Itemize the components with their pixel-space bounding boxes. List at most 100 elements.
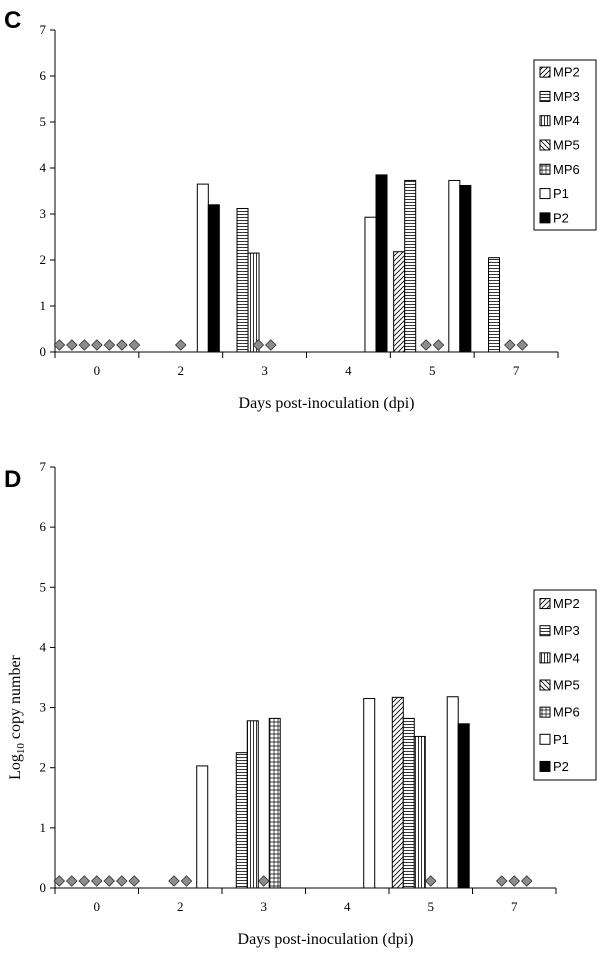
y-tick-label: 0 (40, 880, 47, 895)
legend-label-mp3: MP3 (553, 623, 580, 638)
bar-mp3 (488, 257, 501, 353)
bar-mp3 (235, 752, 248, 889)
legend: MP2 MP3 MP4 MP5 MP6 P1 P2 (533, 59, 597, 231)
bar-p1 (196, 765, 209, 889)
bar-mp3 (402, 717, 415, 889)
bar-mp2 (391, 696, 404, 889)
panel-label: C (4, 7, 21, 34)
legend-swatch-mp5 (539, 679, 551, 691)
undetected-marker (180, 875, 193, 887)
y-tick-label: 5 (40, 114, 47, 129)
legend-swatch-mp5 (539, 139, 551, 151)
x-tick-label: 7 (513, 363, 520, 378)
bar-p2 (207, 204, 220, 353)
bar-mp2 (393, 251, 406, 353)
legend-label-p1: P1 (553, 186, 569, 201)
legend-label-mp6: MP6 (553, 162, 580, 177)
undetected-marker (103, 875, 116, 887)
bar-mp4 (246, 720, 259, 889)
undetected-marker (53, 875, 66, 887)
y-tick-label: 1 (40, 820, 47, 835)
legend-label-mp2: MP2 (553, 596, 580, 611)
legend-label-mp5: MP5 (553, 138, 580, 153)
bar-p2 (375, 174, 388, 353)
undetected-marker (78, 875, 91, 887)
panel-label: D (4, 466, 21, 493)
undetected-marker (115, 875, 128, 887)
legend-label-mp4: MP4 (553, 113, 580, 128)
bar-mp4 (413, 735, 426, 889)
legend-label-p2: P2 (553, 759, 569, 774)
undetected-marker (168, 875, 180, 887)
undetected-marker (103, 339, 116, 351)
legend-label-p2: P2 (553, 210, 569, 225)
x-tick-label: 7 (511, 899, 518, 914)
legend: MP2 MP3 MP4 MP5 MP6 P1 P2 (533, 589, 597, 781)
legend-box (533, 589, 597, 781)
bar-p1 (448, 179, 461, 353)
y-tick-label: 7 (40, 22, 47, 37)
undetected-marker (116, 339, 128, 351)
legend-swatch-mp6 (539, 706, 551, 718)
y-tick-label: 0 (40, 344, 47, 359)
undetected-marker (91, 339, 103, 351)
bar-mp3 (236, 207, 249, 353)
undetected-marker (508, 875, 521, 887)
undetected-marker (495, 875, 508, 887)
bar-p1 (446, 696, 459, 889)
bar-mp6 (268, 717, 281, 889)
undetected-marker (504, 339, 516, 351)
bar-p2 (457, 723, 470, 889)
legend-swatch-p2 (539, 212, 551, 224)
undetected-marker (65, 875, 78, 887)
x-tick-label: 5 (429, 363, 436, 378)
y-tick-label: 3 (40, 206, 47, 221)
legend-swatch-mp6 (539, 163, 551, 175)
undetected-marker (516, 339, 529, 351)
undetected-marker (174, 339, 187, 351)
undetected-marker (128, 875, 141, 887)
undetected-marker (90, 875, 103, 887)
x-tick-label: 0 (94, 363, 101, 378)
x-tick-label: 3 (261, 363, 268, 378)
x-tick-label: 4 (345, 363, 352, 378)
y-tick-label: 7 (40, 459, 47, 474)
undetected-marker (420, 339, 432, 351)
undetected-marker (424, 875, 437, 887)
y-tick-label: 6 (40, 519, 47, 534)
y-tick-label: 1 (40, 298, 47, 313)
legend-swatch-mp4 (539, 115, 551, 127)
legend-label-mp2: MP2 (553, 65, 580, 80)
legend-swatch-mp3 (539, 625, 551, 637)
undetected-marker (78, 339, 91, 351)
legend-swatch-mp3 (539, 90, 551, 102)
x-tick-label: 2 (178, 363, 185, 378)
y-tick-label: 4 (40, 639, 47, 654)
legend-label-p1: P1 (553, 732, 569, 747)
legend-swatch-p2 (539, 760, 551, 772)
bar-p2 (459, 184, 472, 353)
legend-label-mp5: MP5 (553, 678, 580, 693)
legend-swatch-mp2 (539, 598, 551, 610)
y-tick-label: 2 (40, 760, 47, 775)
y-axis-title: Log10 copy number (7, 654, 27, 779)
undetected-marker (53, 339, 66, 351)
x-tick-label: 5 (428, 899, 435, 914)
legend-label-mp4: MP4 (553, 650, 580, 665)
x-tick-label: 0 (94, 899, 101, 914)
undetected-marker (520, 875, 533, 887)
x-tick-label: 3 (261, 899, 268, 914)
undetected-marker (128, 339, 141, 351)
chart-panel-c: C 0 1 2 3 4 5 6 7 0 2 3 4 5 7 Days post-inoculation (dp… (4, 7, 597, 412)
undetected-marker (252, 339, 265, 351)
y-tick-label: 3 (40, 700, 47, 715)
x-axis-title: Days post-inoculation (dpi) (238, 931, 414, 948)
x-tick-label: 2 (177, 899, 184, 914)
chart-panel-d: D 0 1 2 3 4 5 6 7 0 2 3 4 5 7 Days post-inoculation (dp… (4, 459, 597, 948)
bar-p1 (364, 216, 377, 353)
legend-swatch-mp4 (539, 652, 551, 664)
legend-label-mp3: MP3 (553, 89, 580, 104)
bar-p1 (196, 183, 209, 353)
undetected-marker (257, 875, 270, 887)
